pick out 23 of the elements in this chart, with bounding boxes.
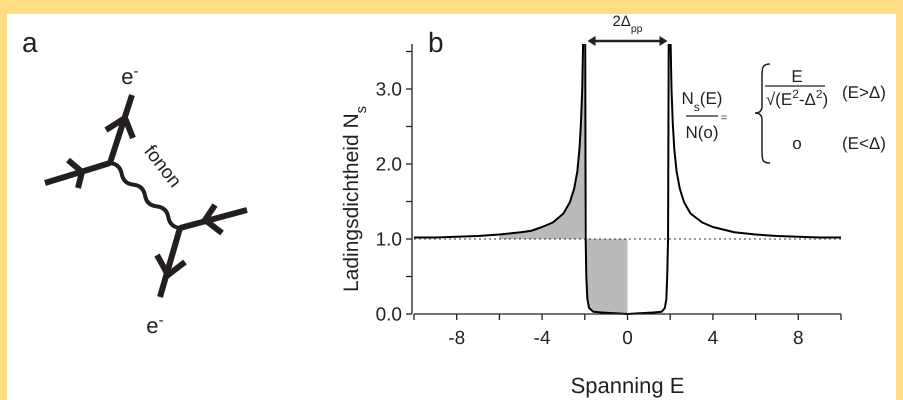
x-tick-label: -4 (534, 328, 551, 349)
text: a (22, 27, 38, 58)
y-tick-label: 0.0 (376, 304, 402, 326)
x-tick-label: 8 (793, 328, 804, 349)
y-tick-label: 2.0 (376, 154, 402, 176)
y-tick-label: 1.0 (376, 230, 402, 251)
annotation: b (428, 27, 444, 58)
annotation: N(o) (685, 123, 719, 142)
annotation: = (720, 112, 728, 124)
x-tick-label: -8 (448, 328, 466, 349)
text: e$^{-}$ (121, 62, 139, 89)
y-tick-label: 3.0 (376, 80, 402, 101)
text: e$^{-}$ (146, 312, 164, 338)
x-axis-title: Spanning E (570, 373, 684, 398)
text: (E>Δ) (842, 83, 886, 102)
text: (E<Δ) (842, 134, 886, 153)
x-tick-label: 4 (708, 328, 719, 349)
text: 2Δ$_{pp}$ (612, 13, 643, 35)
annotation: E (791, 67, 803, 86)
annotation: N$_{s}$(E) (682, 89, 722, 114)
annotation: √(E$^{2}$-Δ$^{2}$) (766, 87, 828, 109)
annotation: o (792, 134, 802, 153)
x-tick-label: 0 (622, 328, 633, 349)
